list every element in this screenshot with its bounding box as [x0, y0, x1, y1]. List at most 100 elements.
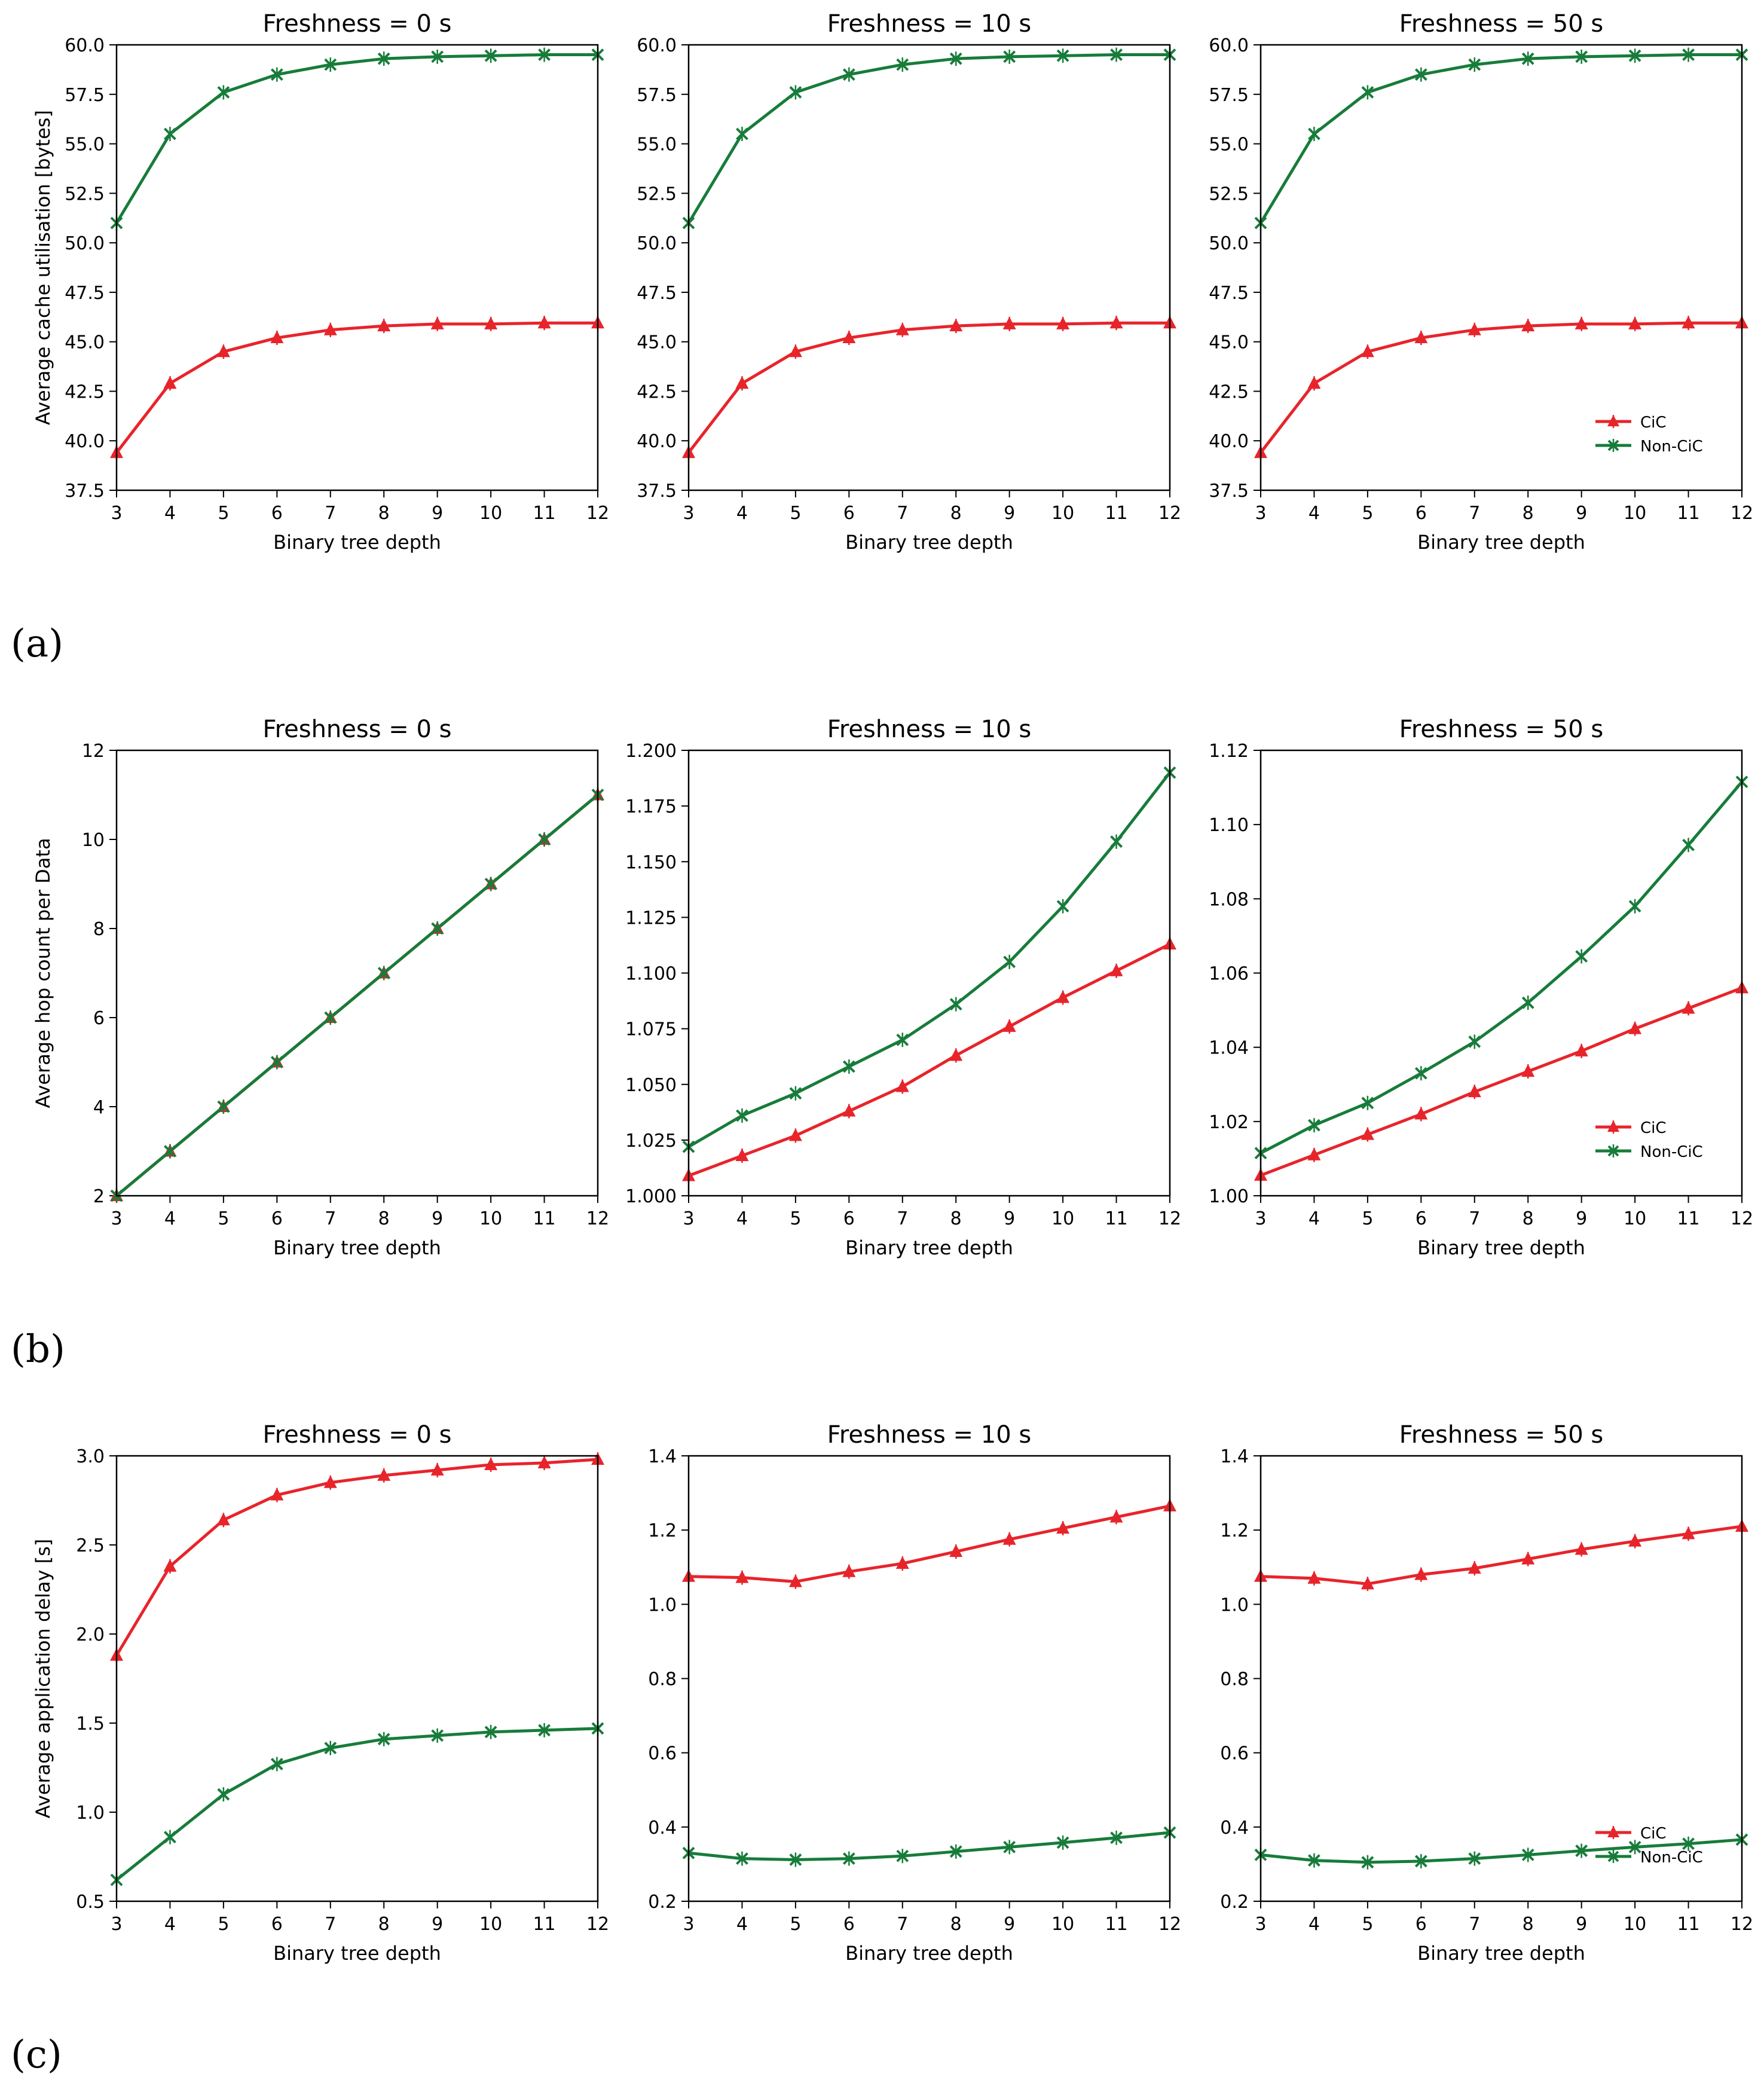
plot-frame	[115, 44, 599, 491]
y-tick-label: 1.0	[1220, 1595, 1249, 1615]
chart-2-2: Freshness = 50 s 3 4 5 6 7 8 9 10 11 12 0.2 0.4 0.6 0.…	[1220, 1421, 1753, 1965]
data-point	[1361, 1127, 1374, 1140]
x-tick-label: 7	[325, 503, 336, 524]
data-point	[1414, 1855, 1427, 1868]
data-point	[216, 1513, 230, 1526]
x-tick-label: 9	[432, 503, 443, 524]
marker-stroke	[484, 878, 497, 890]
y-tick-label: 1.10	[1209, 815, 1249, 836]
x-tick-label: 9	[1004, 503, 1015, 524]
legend-marker	[1607, 439, 1619, 451]
marker-stroke	[1607, 439, 1619, 451]
series-line	[115, 321, 598, 454]
marker-stroke	[949, 998, 962, 1011]
data-point	[484, 49, 497, 62]
chart-grid: Freshness = 0 s3 4 5 6 7 8 9 10 11 1237.540.042.5…	[32, 10, 1753, 1965]
data-point	[164, 127, 176, 141]
y-tick-label: 1.200	[625, 741, 677, 762]
marker-stroke	[538, 833, 551, 846]
x-tick-label: 8	[1523, 1208, 1534, 1229]
x-tick-label: 9	[432, 1208, 443, 1229]
x-tick-label: 5	[1362, 1914, 1373, 1935]
data-point	[1056, 1836, 1069, 1849]
marker-stroke	[1575, 950, 1588, 963]
x-axis-label: Binary tree depth	[273, 1942, 441, 1965]
marker-stroke	[1521, 996, 1534, 1009]
x-tick-label: 8	[950, 1208, 962, 1229]
marker-stroke	[270, 1758, 283, 1770]
y-tick-label: 0.6	[648, 1743, 677, 1764]
series-cic	[682, 937, 1176, 1183]
data-point	[1628, 900, 1641, 913]
y-tick-label: 40.0	[65, 431, 105, 452]
data-point	[1110, 835, 1123, 848]
data-point	[1414, 1107, 1428, 1120]
data-point	[1575, 1043, 1588, 1056]
x-tick-label: 12	[586, 1914, 609, 1935]
data-point	[895, 1079, 909, 1092]
x-tick-label: 5	[218, 1208, 229, 1229]
data-point	[735, 1148, 749, 1161]
y-tick-label: 60.0	[637, 35, 677, 56]
marker-stroke	[431, 50, 444, 63]
x-tick-label: 4	[164, 1208, 176, 1229]
plot-frame	[687, 749, 1171, 1197]
x-tick-label: 8	[950, 503, 962, 524]
y-tick-label: 37.5	[1209, 481, 1249, 502]
x-tick-label: 8	[1523, 1914, 1534, 1935]
data-point	[1056, 49, 1069, 62]
data-point	[270, 1056, 283, 1068]
x-axis-label: Binary tree depth	[273, 1236, 441, 1259]
data-point	[538, 1724, 551, 1737]
marker-stroke	[217, 86, 230, 99]
legend-label: CiC	[1640, 414, 1667, 432]
data-point	[270, 1488, 284, 1501]
x-tick-label: 10	[479, 503, 502, 524]
y-tick-label: 0.5	[76, 1892, 105, 1913]
y-tick-label: 42.5	[1209, 381, 1249, 402]
marker-stroke	[736, 1109, 748, 1122]
marker-stroke	[164, 127, 176, 141]
x-tick-label: 10	[1051, 1914, 1074, 1935]
data-point	[1575, 50, 1588, 63]
marker-stroke	[1468, 1852, 1481, 1865]
data-point	[484, 316, 498, 329]
data-point	[949, 319, 963, 332]
data-point	[1468, 1561, 1481, 1574]
data-point	[1307, 1147, 1321, 1160]
series-line	[1260, 1525, 1742, 1586]
x-tick-label: 12	[586, 503, 609, 524]
marker-stroke	[1414, 1855, 1427, 1868]
y-tick-label: 1.0	[648, 1595, 677, 1615]
y-tick-label: 57.5	[1209, 85, 1249, 106]
legend-marker	[1607, 1826, 1619, 1837]
y-tick-label: 52.5	[65, 184, 105, 204]
series-line	[1260, 986, 1742, 1177]
x-tick-label: 11	[533, 1914, 555, 1935]
data-point	[1109, 963, 1123, 976]
series-non-cic	[1254, 47, 1748, 230]
data-point	[842, 68, 855, 81]
data-point	[1414, 1567, 1428, 1580]
series-cic	[1254, 1519, 1748, 1592]
x-tick-label: 3	[111, 1208, 122, 1229]
data-point	[1575, 1542, 1588, 1555]
data-point	[1056, 316, 1070, 329]
y-tick-label: 0.4	[648, 1818, 677, 1838]
legend-label: Non-CiC	[1640, 1143, 1703, 1161]
marker-stroke	[1628, 49, 1641, 62]
y-tick-label: 50.0	[637, 233, 677, 254]
data-point	[1468, 322, 1481, 335]
x-axis-label: Binary tree depth	[1417, 531, 1585, 554]
marker-stroke	[1110, 835, 1123, 848]
x-axis-label: Binary tree depth	[845, 531, 1013, 554]
data-point	[789, 86, 802, 99]
marker-stroke	[1628, 900, 1641, 913]
data-point	[216, 344, 230, 358]
data-point	[1308, 1854, 1320, 1867]
x-tick-label: 10	[1051, 1208, 1074, 1229]
y-tick-label: 1.150	[625, 852, 677, 873]
data-point	[949, 1544, 963, 1557]
data-point	[895, 322, 909, 335]
plot-frame	[1259, 749, 1743, 1197]
